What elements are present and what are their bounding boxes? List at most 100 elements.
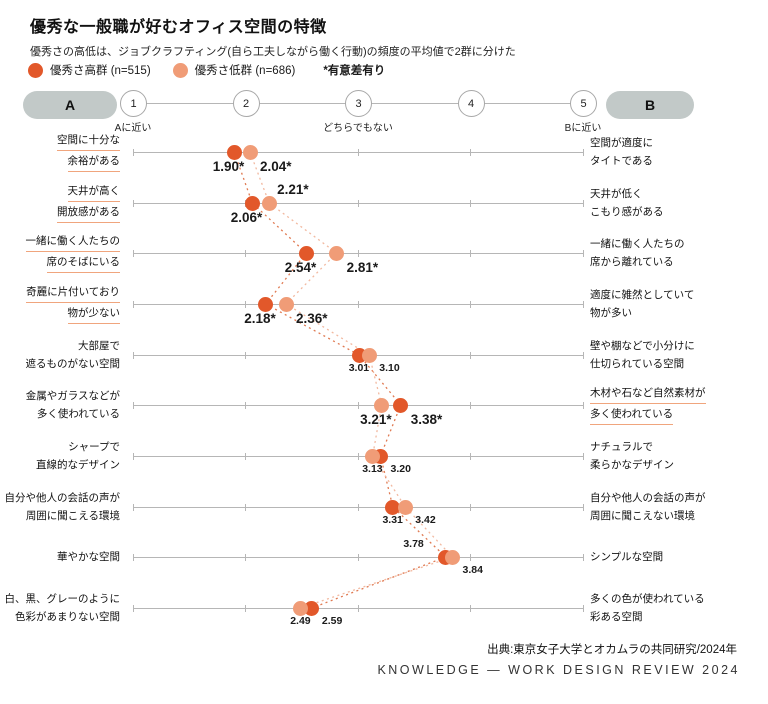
- row-axis-tick: [357, 199, 359, 207]
- row-label-line: 柔らかなデザイン: [590, 459, 674, 471]
- row-axis-tick: [132, 401, 134, 409]
- row-axis-tick: [582, 351, 584, 359]
- brand-line: KNOWLEDGE — WORK DESIGN REVIEW 2024: [377, 663, 740, 677]
- low-group-dot: [365, 448, 381, 464]
- row-label-line: シャープで: [68, 441, 120, 453]
- legend-high-dot-icon: [28, 62, 43, 78]
- row-label-line: 多く使われている: [36, 408, 120, 420]
- value-label: 3.38*: [410, 412, 443, 427]
- row-axis-tick: [357, 300, 359, 308]
- row-left-label: 金属やガラスなどが 多く使われている: [0, 382, 120, 428]
- high-group-dot: [258, 296, 274, 312]
- row-label-line: 空間に十分な: [57, 131, 120, 151]
- value-label: 3.84: [462, 564, 483, 576]
- row-label-line: ナチュラルで: [590, 441, 653, 453]
- value-label: 3.10: [379, 362, 400, 374]
- row-right-label: 一緒に働く人たちの 席から離れている: [590, 230, 765, 276]
- row-axis-tick: [582, 148, 584, 156]
- row-label-line: 一緒に働く人たちの: [590, 238, 685, 250]
- row-label-line: 物が少ない: [67, 304, 120, 324]
- row-right-label: 空間が適度に タイトである: [590, 129, 765, 175]
- row-left-label: 空間に十分な 余裕がある: [0, 129, 120, 175]
- row-axis-tick: [132, 503, 134, 511]
- row-left-label: 一緒に働く人たちの 席のそばにいる: [0, 230, 120, 276]
- row-label-line: 自分や他人の会話の声が: [4, 492, 121, 504]
- scale-point-3: 3: [345, 90, 372, 117]
- scale-point-2: 2: [232, 90, 260, 117]
- row-label-line: 仕切られている空間: [590, 358, 685, 370]
- row-axis-tick: [470, 351, 471, 359]
- row-left-label: 奇麗に片付いており 物が少ない: [0, 281, 120, 327]
- value-label: 2.59: [321, 615, 343, 627]
- high-group-dot: [226, 144, 242, 160]
- value-label: 2.81*: [346, 260, 379, 275]
- row-axis-tick: [582, 452, 584, 460]
- value-label: 2.06*: [230, 210, 263, 225]
- legend-low-dot-icon: [172, 62, 188, 78]
- legend-significance-note: *有意差有り: [323, 65, 386, 77]
- row-axis-tick: [245, 401, 246, 409]
- row-label-line: 余裕がある: [67, 152, 120, 172]
- row-axis-tick: [357, 553, 359, 561]
- row-label-line: 華やかな空間: [57, 551, 120, 563]
- row-axis-tick: [470, 199, 471, 207]
- row-right-label: 適度に雑然としていて 物が多い: [590, 281, 765, 327]
- legend-high-label: 優秀さ高群 (n=515): [50, 65, 151, 77]
- row-axis-tick: [357, 503, 359, 511]
- value-label: 2.04*: [260, 159, 292, 174]
- row-axis-tick: [470, 401, 471, 409]
- row-right-label: 自分や他人の会話の声が 周囲に聞こえない環境: [590, 484, 765, 530]
- row-label-line: 天井が高く: [67, 182, 120, 202]
- row-label-line: 開放感がある: [57, 203, 120, 223]
- scale-caption-5: Bに近い: [564, 123, 602, 134]
- row-label-line: 天井が低く: [590, 188, 643, 200]
- row-axis-tick: [582, 553, 584, 561]
- row-axis-tick: [470, 452, 471, 460]
- low-group-dot: [242, 144, 258, 160]
- row-right-label: 天井が低くこもり感がある: [590, 180, 765, 226]
- value-label: 3.21*: [360, 412, 392, 427]
- row-label-line: 木材や石など自然素材が: [590, 384, 706, 404]
- scale-point-1: 1: [120, 90, 147, 117]
- value-label: 3.31: [382, 514, 403, 526]
- row-label-line: シンプルな空間: [590, 551, 664, 563]
- row-label-line: 自分や他人の会話の声が: [590, 492, 706, 504]
- row-label-line: タイトである: [590, 155, 653, 167]
- value-label: 2.36*: [296, 311, 328, 326]
- low-group-dot: [361, 347, 377, 363]
- row-axis-tick: [132, 148, 134, 156]
- row-label-line: 大部屋で: [78, 340, 120, 352]
- row-axis-tick: [582, 604, 584, 612]
- row-left-label: 自分や他人の会話の声が 周囲に聞こえる環境: [0, 484, 121, 530]
- row-axis-tick: [470, 553, 471, 561]
- value-label: 2.18*: [244, 311, 276, 326]
- high-group-dot: [298, 245, 314, 261]
- row-axis-tick: [582, 300, 584, 308]
- high-group-dot: [244, 195, 260, 211]
- row-axis-tick: [357, 148, 359, 156]
- value-label: 3.20: [390, 463, 411, 475]
- row-label-line: 壁や棚などで小分けに: [590, 340, 695, 352]
- row-axis-tick: [470, 148, 471, 156]
- low-group-dot: [397, 499, 413, 515]
- row-right-label: シンプルな空間: [590, 534, 765, 580]
- row-label-line: 奇麗に片付いており: [26, 283, 120, 303]
- row-axis-tick: [470, 249, 471, 257]
- row-axis-tick: [470, 604, 471, 612]
- row-axis-tick: [582, 401, 584, 409]
- row-label-line: 周囲に聞こえない環境: [590, 510, 695, 522]
- row-left-label: 天井が高く 開放感がある: [0, 180, 120, 226]
- legend-low-label: 優秀さ低群 (n=686): [194, 65, 296, 77]
- row-label-line: 物が多い: [590, 307, 632, 319]
- row-axis-tick: [245, 249, 246, 257]
- chart-title: 優秀な一般職が好むオフィス空間の特徴: [30, 19, 327, 36]
- row-label-line: こもり感がある: [590, 206, 664, 218]
- scale-point-4: 4: [457, 90, 485, 117]
- scale-caption-3: どちらでもない: [323, 123, 393, 134]
- side-a-pill: A: [23, 91, 117, 119]
- value-label: 3.13: [362, 463, 383, 475]
- legend: 優秀さ高群 (n=515) 優秀さ低群 (n=686) *有意差有り: [28, 62, 385, 78]
- scale-caption-1: Aに近い: [114, 123, 152, 134]
- row-axis-tick: [357, 401, 359, 409]
